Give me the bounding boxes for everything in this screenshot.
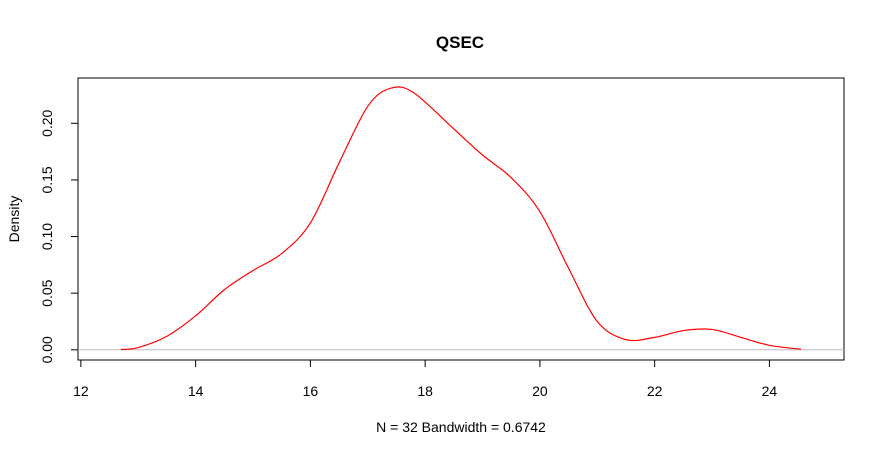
density-curve <box>120 86 802 351</box>
x-tick-label: 12 <box>73 383 89 399</box>
x-axis: 12 14 16 18 20 22 24 <box>73 359 778 399</box>
y-tick-label: 0.05 <box>39 279 55 306</box>
y-tick-label: 0.00 <box>39 336 55 363</box>
chart-title: QSEC <box>436 33 484 52</box>
y-axis-label: Density <box>6 196 22 243</box>
x-tick-label: 18 <box>417 383 433 399</box>
y-tick-label: 0.20 <box>39 109 55 136</box>
x-tick-label: 14 <box>188 383 204 399</box>
y-axis: 0.00 0.05 0.10 0.15 0.20 <box>39 109 79 363</box>
x-tick-label: 22 <box>647 383 663 399</box>
x-axis-label: N = 32 Bandwidth = 0.6742 <box>376 419 546 435</box>
y-tick-label: 0.10 <box>39 223 55 250</box>
x-tick-label: 24 <box>762 383 778 399</box>
x-tick-label: 20 <box>532 383 548 399</box>
x-tick-label: 16 <box>303 383 319 399</box>
y-tick-label: 0.15 <box>39 166 55 193</box>
